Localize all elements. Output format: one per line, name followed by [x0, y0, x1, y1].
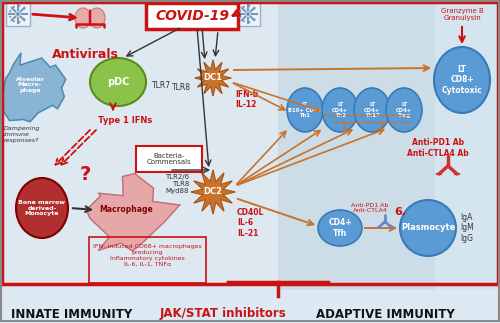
Ellipse shape — [434, 47, 490, 113]
Circle shape — [18, 5, 20, 7]
Ellipse shape — [86, 9, 94, 27]
Circle shape — [255, 13, 258, 15]
Circle shape — [243, 20, 245, 22]
Ellipse shape — [318, 210, 362, 246]
FancyBboxPatch shape — [435, 0, 500, 290]
Text: TLR2/6
TLR8
Myd88: TLR2/6 TLR8 Myd88 — [165, 174, 189, 194]
Text: Anti-PD1 Ab
Anti-CTLA4 Ab: Anti-PD1 Ab Anti-CTLA4 Ab — [407, 138, 469, 158]
Text: TLR8: TLR8 — [172, 84, 191, 92]
Ellipse shape — [209, 17, 223, 25]
Ellipse shape — [16, 178, 68, 238]
Circle shape — [246, 12, 250, 16]
Circle shape — [248, 5, 250, 7]
Text: JAK/STAT inhibitors: JAK/STAT inhibitors — [160, 307, 286, 320]
Text: 6.: 6. — [394, 207, 406, 217]
Text: Dampening
immune
responses?: Dampening immune responses? — [4, 126, 41, 142]
Circle shape — [239, 10, 242, 12]
Text: Macrophage: Macrophage — [99, 205, 153, 214]
Circle shape — [400, 200, 456, 256]
Polygon shape — [86, 173, 180, 251]
Text: LT
CD4+
Th2: LT CD4+ Th2 — [332, 102, 348, 118]
Ellipse shape — [204, 7, 228, 29]
Text: IFN-b
IL-12: IFN-b IL-12 — [235, 90, 258, 109]
Ellipse shape — [322, 88, 358, 132]
Circle shape — [239, 16, 242, 18]
Circle shape — [9, 16, 12, 18]
FancyBboxPatch shape — [278, 0, 435, 290]
Text: Granzyme B
Granulysin: Granzyme B Granulysin — [440, 8, 484, 21]
Text: DC2: DC2 — [204, 187, 223, 196]
Text: LT
CD4+
Treg: LT CD4+ Treg — [396, 102, 412, 118]
Circle shape — [248, 21, 250, 23]
Text: ?: ? — [378, 121, 386, 135]
Text: DC1: DC1 — [204, 74, 223, 82]
FancyBboxPatch shape — [0, 0, 278, 290]
Text: Bacteria-
Commensals: Bacteria- Commensals — [146, 152, 192, 165]
Circle shape — [13, 6, 15, 8]
Text: CD4+
Tfh: CD4+ Tfh — [328, 218, 352, 238]
Text: Alveolar
Macro-
phage: Alveolar Macro- phage — [16, 77, 44, 93]
FancyBboxPatch shape — [136, 146, 202, 172]
Circle shape — [23, 18, 26, 20]
Text: LT
B10+ CD4+
Th1: LT B10+ CD4+ Th1 — [288, 102, 322, 118]
Circle shape — [253, 8, 256, 10]
Circle shape — [9, 10, 12, 12]
Circle shape — [243, 6, 245, 8]
FancyBboxPatch shape — [6, 2, 30, 26]
Text: Type 1 IFNs: Type 1 IFNs — [98, 116, 152, 125]
Text: Antivirals: Antivirals — [52, 47, 119, 60]
Ellipse shape — [89, 8, 105, 28]
Ellipse shape — [75, 8, 91, 28]
Circle shape — [23, 8, 26, 10]
Text: pDC: pDC — [107, 77, 129, 87]
Text: CD40L
IL-6
IL-21: CD40L IL-6 IL-21 — [237, 208, 264, 238]
Text: IFN- induced CD68+ macrophages
producing
Inflammatory cytokines
IL-6, IL-1, TNFα: IFN- induced CD68+ macrophages producing… — [93, 244, 202, 266]
FancyBboxPatch shape — [236, 2, 260, 26]
Text: ?: ? — [80, 165, 90, 184]
Ellipse shape — [208, 11, 224, 19]
Polygon shape — [195, 60, 231, 96]
Ellipse shape — [287, 88, 323, 132]
Text: Plasmocyte: Plasmocyte — [401, 224, 455, 233]
FancyBboxPatch shape — [278, 0, 500, 290]
Circle shape — [16, 12, 20, 16]
Text: LT
CD4+
Th17: LT CD4+ Th17 — [364, 102, 380, 118]
Circle shape — [18, 21, 20, 23]
Text: ?: ? — [342, 121, 348, 135]
Circle shape — [253, 18, 256, 20]
Ellipse shape — [386, 88, 422, 132]
Text: TLR7: TLR7 — [152, 81, 171, 90]
FancyBboxPatch shape — [146, 3, 238, 29]
Text: LT
CD8+
Cytotoxic: LT CD8+ Cytotoxic — [442, 65, 482, 95]
Ellipse shape — [90, 58, 146, 106]
Text: IgA
IgM
IgG: IgA IgM IgG — [460, 213, 474, 243]
Circle shape — [25, 13, 28, 15]
Circle shape — [13, 20, 15, 22]
Text: INNATE IMMUNITY: INNATE IMMUNITY — [12, 307, 132, 320]
Text: COVID-19: COVID-19 — [155, 9, 229, 23]
Text: Bone marrow
derived-
Monocyte: Bone marrow derived- Monocyte — [18, 200, 66, 216]
Text: ADAPTIVE IMMUNITY: ADAPTIVE IMMUNITY — [316, 307, 454, 320]
Polygon shape — [191, 170, 235, 214]
Polygon shape — [2, 53, 66, 122]
Text: Anti-PD1 Ab
Anti-CTLA4: Anti-PD1 Ab Anti-CTLA4 — [352, 203, 389, 214]
Ellipse shape — [354, 88, 390, 132]
